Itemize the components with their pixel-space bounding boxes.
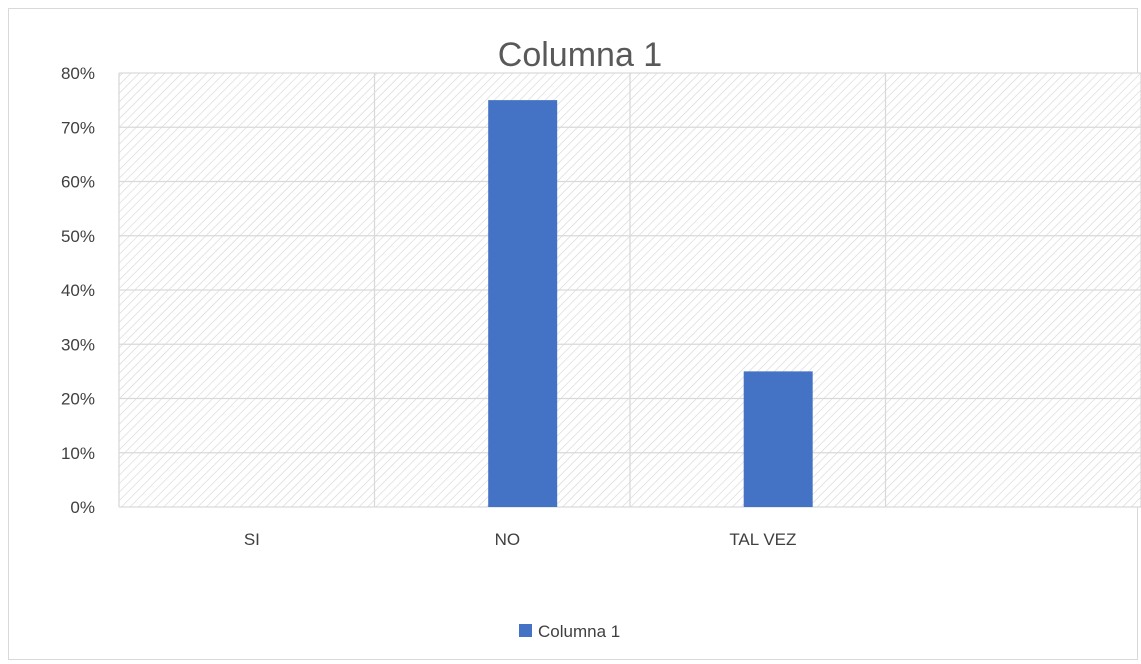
y-tick-label: 20% [61, 390, 95, 409]
y-tick-label: 80% [61, 64, 95, 83]
y-tick-label: 30% [61, 335, 95, 354]
y-tick-label: 40% [61, 281, 95, 300]
bar [743, 371, 813, 507]
y-tick-label: 0% [70, 498, 95, 517]
bar [488, 100, 558, 507]
y-tick-label: 60% [61, 173, 95, 192]
y-tick-label: 50% [61, 227, 95, 246]
y-tick-label: 10% [61, 444, 95, 463]
legend: Columna 1 [519, 622, 620, 641]
chart-title: Columna 1 [498, 36, 662, 74]
legend-label: Columna 1 [538, 622, 620, 641]
x-tick-label: SI [244, 530, 260, 549]
x-tick-label: NO [495, 530, 521, 549]
x-tick-label: TAL VEZ [729, 530, 796, 549]
legend-swatch [519, 624, 532, 637]
plot-area: 0% 10% 20% 30% 40% 50% 60% 70% 80% SI NO TAL VEZ [61, 64, 1141, 549]
y-tick-label: 70% [61, 118, 95, 137]
